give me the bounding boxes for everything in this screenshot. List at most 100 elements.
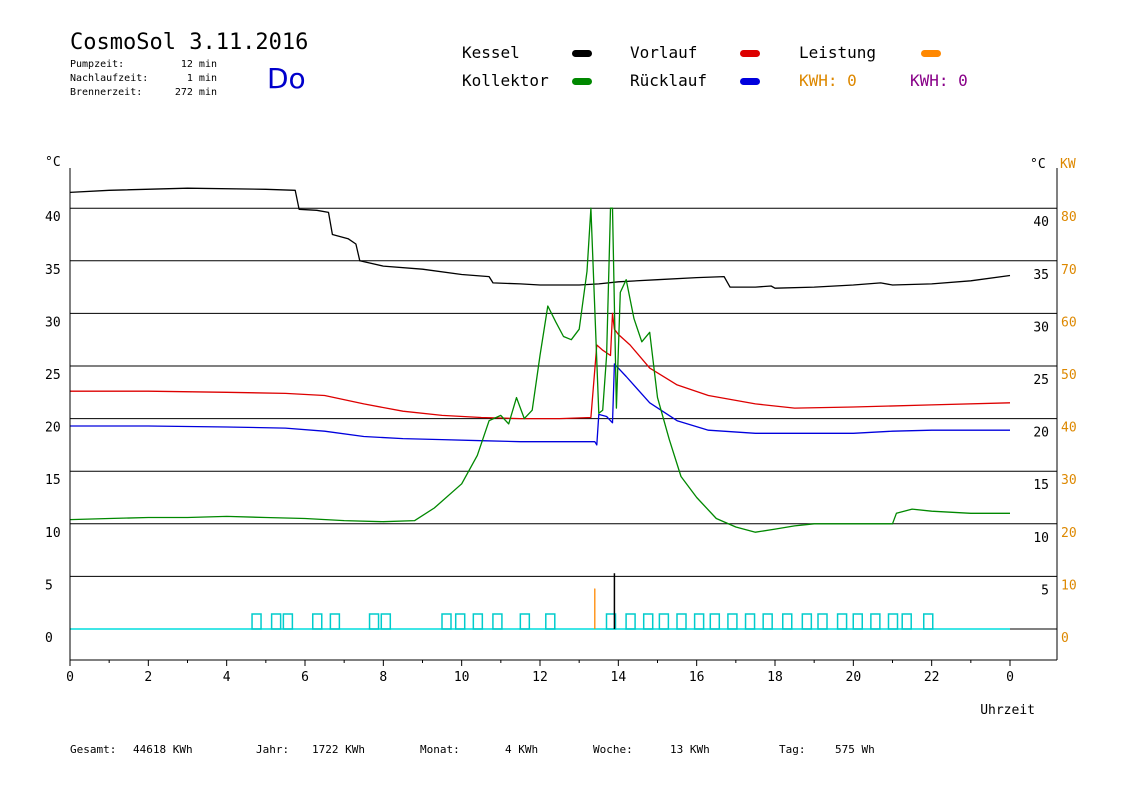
y-left-tick-label: 15 <box>45 473 61 488</box>
x-tick-label: 14 <box>611 670 627 685</box>
y-right-tick-label: 30 <box>1033 320 1049 335</box>
series-line-rcklauf <box>70 363 1010 446</box>
pump-marker <box>870 613 881 630</box>
pump-marker <box>762 613 773 630</box>
y-right-tick-label: 40 <box>1033 215 1049 230</box>
y-kw-tick-label: 80 <box>1061 210 1077 225</box>
pump-marker <box>282 613 294 630</box>
pump-marker <box>312 613 323 630</box>
x-tick-label: 4 <box>223 670 231 685</box>
legend-label-leistung: Leistung <box>799 43 877 62</box>
pump-marker <box>454 613 466 630</box>
series-line-kollektor <box>69 207 1010 533</box>
footer-tag-value: 575 Wh <box>835 743 875 756</box>
pump-marker <box>901 613 912 630</box>
footer-tag-label: Tag: <box>779 743 806 756</box>
y-kw-tick-label: 20 <box>1061 526 1077 541</box>
chart-title: CosmoSol 3.11.2016 <box>70 30 309 55</box>
stat-value-pumpzeit: 12 min <box>180 59 217 70</box>
x-axis-label: Uhrzeit <box>980 703 1035 718</box>
legend-label-kollektor: Kollektor <box>462 71 549 90</box>
y-right-tick-label: 15 <box>1033 478 1049 493</box>
x-tick-label: 16 <box>689 670 705 685</box>
x-tick-label: 18 <box>767 670 783 685</box>
stat-label-pumpzeit: Pumpzeit: <box>70 59 125 70</box>
pump-marker <box>329 613 341 630</box>
pump-marker <box>605 613 617 630</box>
y-kw-tick-label: 70 <box>1061 263 1077 278</box>
legend-label-vorlauf: Vorlauf <box>630 43 698 62</box>
pump-marker <box>801 613 813 630</box>
y-right-tick-label: 35 <box>1033 268 1049 283</box>
y-right-tick-label: 20 <box>1033 426 1049 441</box>
pump-marker <box>519 613 531 630</box>
pump-marker <box>251 613 262 630</box>
stat-label-nachlaufzeit: Nachlaufzeit: <box>70 73 149 84</box>
pump-marker <box>693 613 705 630</box>
pump-marker <box>923 613 934 630</box>
x-tick-label: 12 <box>532 670 548 685</box>
x-tick-label: 6 <box>301 670 309 685</box>
legend-swatch-leistung <box>921 50 941 57</box>
legend-label-ruecklauf: Rücklauf <box>630 71 708 90</box>
y-left-tick-label: 35 <box>45 263 61 278</box>
pump-marker <box>380 613 392 630</box>
y-right-tick-label: 5 <box>1041 583 1049 598</box>
pump-marker <box>472 613 484 630</box>
stat-value-nachlaufzeit: 1 min <box>186 73 217 84</box>
y-left-tick-label: 25 <box>45 368 61 383</box>
x-tick-label: 20 <box>846 670 862 685</box>
series-line-kessel <box>69 187 1011 289</box>
pump-marker <box>727 613 738 630</box>
footer-woche-label: Woche: <box>593 743 633 756</box>
y-right-unit-label: °C <box>1030 157 1046 172</box>
y-left-tick-label: 40 <box>45 210 61 225</box>
pump-marker <box>658 613 670 630</box>
pump-marker <box>368 613 380 630</box>
footer-jahr-label: Jahr: <box>256 743 290 756</box>
y-kw-tick-label: 50 <box>1061 368 1077 383</box>
x-tick-label: 10 <box>454 670 470 685</box>
pump-marker <box>744 613 756 630</box>
footer-monat-label: Monat: <box>420 743 460 756</box>
y-left-unit-label: °C <box>45 155 61 170</box>
legend-label-kessel: Kessel <box>462 43 520 62</box>
pump-marker <box>817 613 828 630</box>
legend-swatch-kessel <box>572 50 592 57</box>
pump-marker <box>852 613 863 630</box>
pump-marker <box>887 613 899 630</box>
pump-marker <box>836 613 848 630</box>
kwh-value-1: KWH: 0 <box>799 71 857 90</box>
y-left-tick-label: 0 <box>45 631 53 646</box>
y-left-tick-label: 5 <box>45 578 53 593</box>
footer-gesamt-value: 44618 KWh <box>133 743 193 756</box>
y-kw-tick-label: 60 <box>1061 315 1077 330</box>
legend-swatch-ruecklauf <box>740 78 760 85</box>
footer-gesamt-label: Gesamt: <box>70 743 117 756</box>
pump-marker <box>642 613 654 630</box>
series-line-vorlauf <box>70 312 1011 420</box>
y-left-tick-label: 30 <box>45 315 61 330</box>
legend-swatch-vorlauf <box>740 50 760 57</box>
pump-marker <box>676 613 687 630</box>
y-left-tick-label: 10 <box>45 526 61 541</box>
legend-swatch-kollektor <box>572 78 592 85</box>
y-kw-tick-label: 10 <box>1061 578 1077 593</box>
pump-marker <box>709 613 721 630</box>
pump-marker <box>782 613 793 630</box>
pump-marker <box>441 613 452 630</box>
y-right-tick-label: 25 <box>1033 373 1049 388</box>
stat-value-brennerzeit: 272 min <box>174 87 217 98</box>
x-tick-label: 8 <box>379 670 387 685</box>
x-tick-label: 0 <box>66 670 74 685</box>
footer-jahr-value: 1722 KWh <box>312 743 365 756</box>
pump-marker <box>270 613 282 630</box>
y-right-tick-label: 10 <box>1033 531 1049 546</box>
x-tick-label: 2 <box>144 670 152 685</box>
y-kw-tick-label: 0 <box>1061 631 1069 646</box>
y-kw-tick-label: 40 <box>1061 421 1077 436</box>
pump-marker <box>492 613 503 630</box>
y-kw-tick-label: 30 <box>1061 473 1077 488</box>
y-kw-unit-label: KW <box>1060 157 1076 172</box>
